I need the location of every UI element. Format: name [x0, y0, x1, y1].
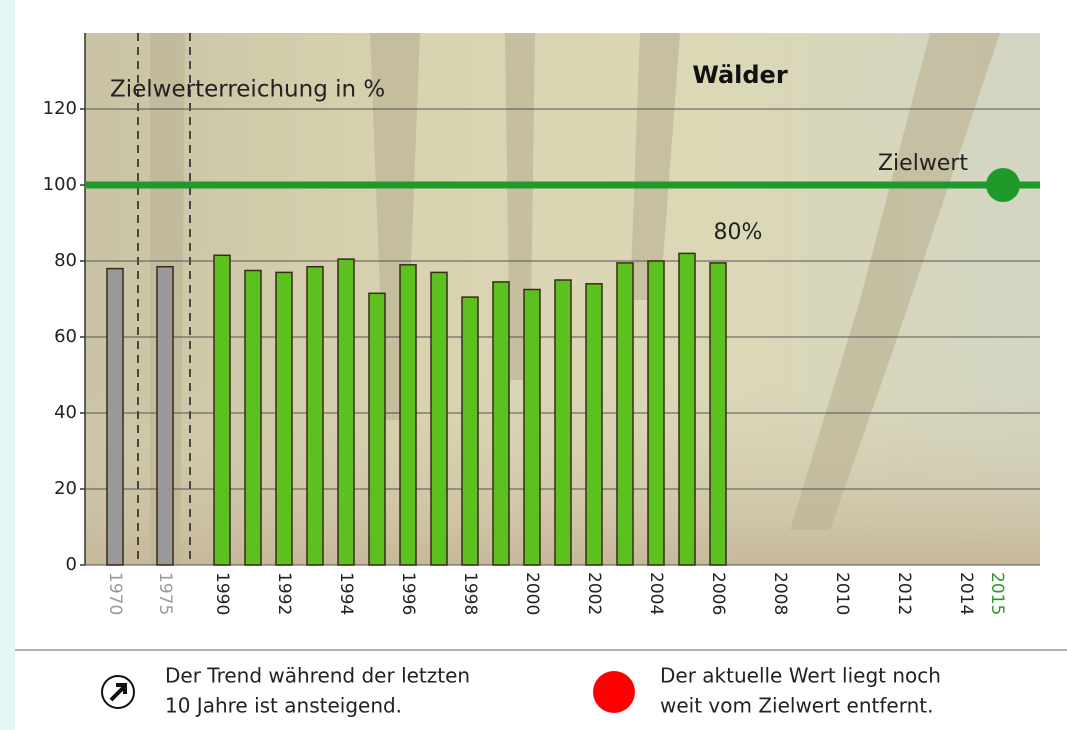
trend-text: 10 Jahre ist ansteigend. — [165, 694, 402, 718]
x-tick-label: 2008 — [770, 572, 790, 615]
bar — [431, 272, 447, 565]
bar — [524, 290, 540, 566]
y-tick-label: 20 — [54, 478, 77, 499]
bar — [107, 269, 123, 565]
annotation: 80% — [714, 220, 763, 245]
bar — [338, 259, 354, 565]
x-tick-label: 1996 — [398, 572, 418, 615]
y-tick-label: 60 — [54, 326, 77, 347]
bar — [462, 297, 478, 565]
target-label: Zielwert — [878, 151, 968, 176]
bar — [679, 253, 695, 565]
y-tick-label: 40 — [54, 402, 77, 423]
bar — [400, 265, 416, 565]
x-tick-label: 2004 — [646, 572, 666, 615]
x-tick-label: 2006 — [708, 572, 728, 615]
y-tick-label: 0 — [66, 554, 77, 575]
x-tick-label: 2015 — [987, 572, 1007, 615]
x-tick-label: 1994 — [336, 572, 356, 615]
x-tick-label: 1998 — [460, 572, 480, 615]
x-tick-label: 1992 — [274, 572, 294, 615]
x-tick-label: 2010 — [832, 572, 852, 615]
target-point — [986, 168, 1020, 202]
bar — [157, 267, 173, 565]
status-text: weit vom Zielwert entfernt. — [660, 694, 933, 718]
bar — [586, 284, 602, 565]
y-axis-label: Zielwerterreichung in % — [110, 77, 385, 103]
status-icon — [593, 671, 635, 713]
bar — [214, 255, 230, 565]
status-text: Der aktuelle Wert liegt noch — [660, 664, 941, 688]
x-tick-label: 2002 — [584, 572, 604, 615]
bar — [648, 261, 664, 565]
bar — [245, 271, 261, 566]
y-tick-label: 120 — [43, 98, 77, 119]
page: {"chart_data": {"type": "bar", "title": … — [0, 0, 1067, 730]
bar — [710, 263, 726, 565]
bar — [276, 272, 292, 565]
chart-title: Wälder — [692, 61, 787, 89]
trend-text: Der Trend während der letzten — [165, 664, 470, 688]
x-tick-label: 1970 — [105, 572, 125, 615]
bar — [555, 280, 571, 565]
x-tick-label: 2012 — [894, 572, 914, 615]
x-tick-label: 1990 — [212, 572, 232, 615]
chart: Zielwerterreichung in % Wälder 80% Zielw… — [0, 0, 1067, 730]
x-tick-label: 1975 — [155, 572, 175, 615]
y-tick-label: 80 — [54, 250, 77, 271]
bar — [493, 282, 509, 565]
y-tick-label: 100 — [43, 174, 77, 195]
bar — [307, 267, 323, 565]
x-tick-label: 2014 — [956, 572, 976, 615]
x-tick-label: 2000 — [522, 572, 542, 615]
bar — [617, 263, 633, 565]
bar — [369, 293, 385, 565]
